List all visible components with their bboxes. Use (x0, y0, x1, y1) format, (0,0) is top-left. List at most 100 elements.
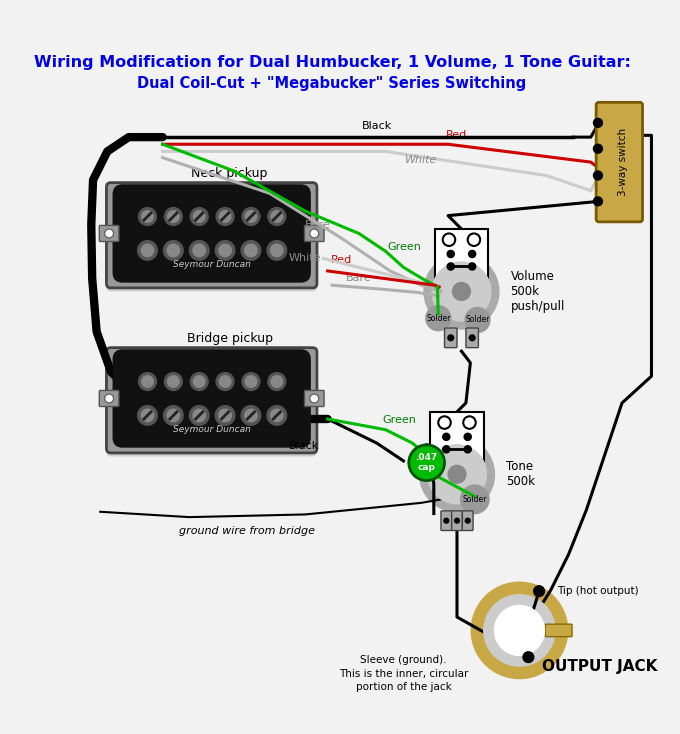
Circle shape (443, 233, 455, 246)
Circle shape (465, 308, 490, 333)
Circle shape (190, 373, 208, 390)
Bar (430, 412, 483, 461)
Text: Tone
500k: Tone 500k (506, 460, 535, 488)
Circle shape (454, 517, 460, 524)
Circle shape (426, 306, 451, 331)
Circle shape (137, 241, 157, 261)
FancyBboxPatch shape (445, 328, 457, 348)
Circle shape (193, 376, 205, 388)
Circle shape (464, 433, 471, 440)
Circle shape (105, 229, 114, 238)
Text: Bare: Bare (346, 273, 372, 283)
Circle shape (452, 283, 471, 300)
Circle shape (594, 145, 602, 153)
Circle shape (271, 376, 283, 388)
Circle shape (428, 445, 486, 504)
Circle shape (534, 586, 545, 597)
Circle shape (193, 409, 205, 421)
Circle shape (165, 373, 182, 390)
Circle shape (139, 208, 156, 225)
FancyBboxPatch shape (452, 511, 462, 531)
Circle shape (443, 517, 449, 524)
Circle shape (409, 445, 445, 481)
Circle shape (471, 582, 568, 678)
Text: Dual Coil-Cut + "Megabucker" Series Switching: Dual Coil-Cut + "Megabucker" Series Swit… (137, 76, 527, 91)
FancyBboxPatch shape (107, 183, 317, 288)
Text: Volume
500k
push/pull: Volume 500k push/pull (511, 270, 565, 313)
Text: Bare: Bare (305, 219, 331, 230)
Circle shape (432, 262, 491, 321)
FancyBboxPatch shape (545, 624, 572, 636)
Text: Seymour Duncan: Seymour Duncan (173, 260, 251, 269)
Circle shape (594, 171, 602, 180)
FancyBboxPatch shape (305, 390, 324, 407)
Text: Seymour Duncan: Seymour Duncan (173, 425, 251, 435)
Circle shape (523, 652, 534, 663)
Circle shape (271, 211, 283, 222)
FancyBboxPatch shape (462, 511, 473, 531)
Circle shape (167, 376, 179, 388)
Text: Solder: Solder (426, 313, 450, 323)
Circle shape (219, 211, 231, 222)
Text: Solder: Solder (462, 495, 487, 504)
Text: 3-way switch: 3-way switch (618, 128, 628, 196)
Circle shape (267, 406, 287, 425)
FancyBboxPatch shape (305, 225, 324, 241)
Circle shape (163, 241, 183, 261)
Circle shape (219, 376, 231, 388)
Circle shape (190, 208, 208, 225)
Text: White: White (405, 155, 437, 164)
Circle shape (167, 244, 180, 257)
Circle shape (216, 373, 234, 390)
Circle shape (469, 263, 476, 270)
Circle shape (167, 409, 180, 421)
Circle shape (216, 406, 235, 425)
Circle shape (245, 376, 257, 388)
Circle shape (190, 241, 209, 261)
Circle shape (469, 334, 476, 341)
Circle shape (141, 409, 154, 421)
Text: Bridge pickup: Bridge pickup (186, 332, 273, 345)
Circle shape (494, 606, 545, 655)
Circle shape (219, 409, 231, 421)
Circle shape (464, 517, 471, 524)
Text: Sleeve (ground).
This is the inner, circular
portion of the jack: Sleeve (ground). This is the inner, circ… (339, 655, 468, 691)
Circle shape (241, 241, 260, 261)
Circle shape (193, 211, 205, 222)
Circle shape (245, 244, 257, 257)
Text: Wiring Modification for Dual Humbucker, 1 Volume, 1 Tone Guitar:: Wiring Modification for Dual Humbucker, … (34, 55, 630, 70)
Circle shape (241, 406, 260, 425)
Circle shape (193, 244, 205, 257)
Circle shape (141, 244, 154, 257)
Circle shape (139, 373, 156, 390)
Circle shape (242, 373, 260, 390)
Circle shape (447, 334, 454, 341)
FancyBboxPatch shape (107, 348, 317, 453)
FancyBboxPatch shape (107, 186, 317, 291)
Circle shape (219, 244, 231, 257)
FancyBboxPatch shape (114, 185, 310, 282)
Circle shape (245, 409, 257, 421)
Circle shape (163, 406, 183, 425)
FancyBboxPatch shape (99, 225, 119, 241)
Circle shape (271, 244, 283, 257)
Circle shape (447, 250, 454, 258)
Text: Neck pickup: Neck pickup (191, 167, 268, 180)
Circle shape (105, 394, 114, 403)
Circle shape (448, 465, 466, 483)
Text: Green: Green (388, 241, 422, 252)
Circle shape (137, 406, 157, 425)
Circle shape (447, 263, 454, 270)
FancyBboxPatch shape (596, 102, 643, 222)
Text: Black: Black (362, 121, 392, 131)
Circle shape (464, 446, 471, 453)
Circle shape (310, 229, 319, 238)
Circle shape (594, 197, 602, 206)
FancyBboxPatch shape (99, 390, 119, 407)
Circle shape (141, 211, 153, 222)
Text: Red: Red (330, 255, 352, 265)
Circle shape (463, 416, 476, 429)
Circle shape (443, 433, 450, 440)
FancyBboxPatch shape (114, 350, 310, 447)
Text: ground wire from bridge: ground wire from bridge (180, 526, 316, 536)
